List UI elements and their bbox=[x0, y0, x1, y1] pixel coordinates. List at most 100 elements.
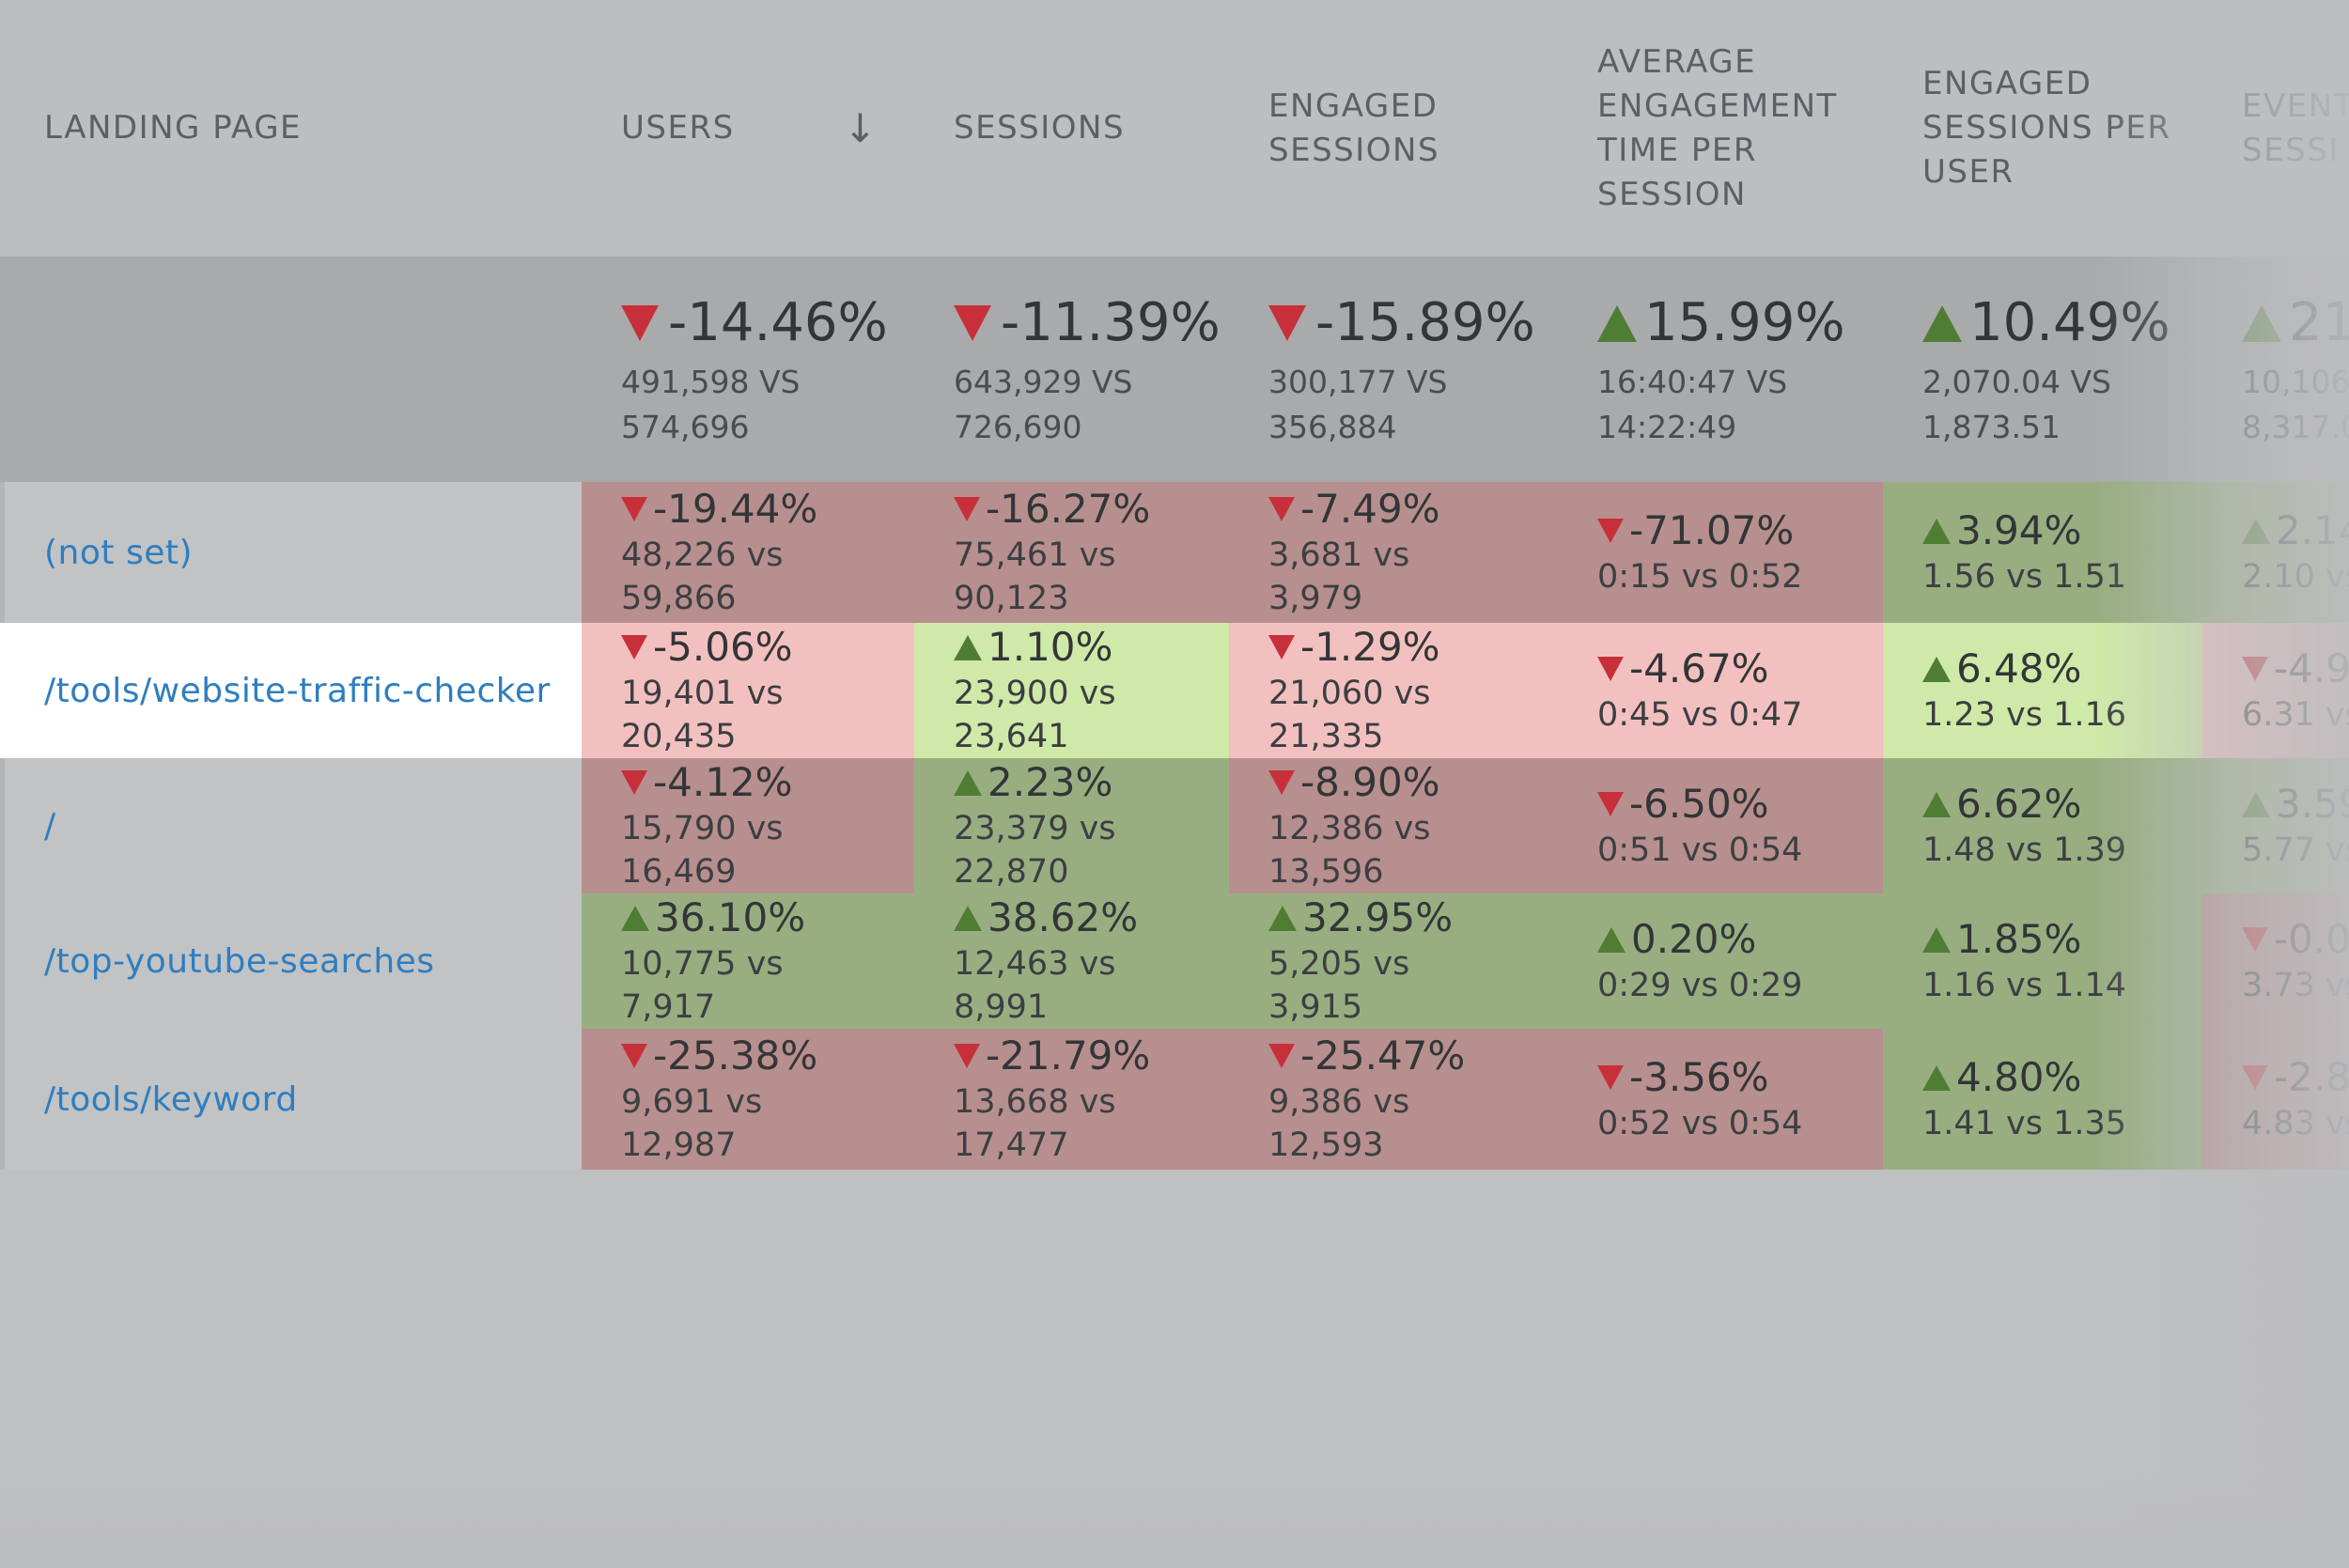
header-sessions[interactable]: SESSIONS bbox=[914, 0, 1229, 256]
summary-previous-value: 726,690 bbox=[954, 409, 1082, 445]
metric-cell-sessions: -21.79% 13,668 vs 17,477 bbox=[914, 1029, 1229, 1170]
metric-change: -71.07% bbox=[1597, 506, 1883, 555]
summary-cell-avg-engagement-time: 15.99% 16:40:47 VS 14:22:49 bbox=[1558, 256, 1883, 482]
summary-cell-engaged-sessions: -15.89% 300,177 VS 356,884 bbox=[1229, 256, 1558, 482]
metric-change: 1.10% bbox=[954, 623, 1229, 672]
table-row[interactable]: /top-youtube-searches 36.10% 10,775 vs 7,9… bbox=[0, 893, 2349, 1029]
triangle-up-icon bbox=[1597, 926, 1626, 953]
triangle-down-icon bbox=[1268, 305, 1306, 341]
table-row[interactable]: (not set) -19.44% 48,226 vs 59,866 -16.27% 7… bbox=[0, 482, 2349, 623]
metric-change: -6.50% bbox=[1597, 780, 1883, 829]
landing-page-link[interactable]: /tools/website-traffic-checker bbox=[44, 671, 551, 710]
triangle-up-icon bbox=[621, 905, 649, 931]
metric-change: -16.27% bbox=[954, 485, 1229, 534]
metric-change-value: -0.0 bbox=[2274, 916, 2349, 962]
metric-change-value: -5.06% bbox=[653, 624, 793, 670]
metric-comparison: 75,461 vs 90,123 bbox=[954, 536, 1116, 617]
metric-comparison: 12,386 vs 13,596 bbox=[1268, 810, 1431, 891]
metric-cell-engaged-sessions-per-user: 6.62% 1.48 vs 1.39 bbox=[1883, 758, 2202, 893]
summary-current-value: 2,070.04 VS bbox=[1922, 364, 2111, 400]
table-row[interactable]: /tools/keyword -25.38% 9,691 vs 12,987 -21.… bbox=[0, 1029, 2349, 1170]
metric-change-value: -71.07% bbox=[1629, 507, 1795, 553]
landing-page-cell: /tools/keyword bbox=[5, 1029, 582, 1170]
metric-cell-sessions: 1.10% 23,900 vs 23,641 bbox=[914, 623, 1229, 758]
header-average-engagement-time[interactable]: AVERAGE ENGAGEMENT TIME PER SESSION bbox=[1558, 0, 1883, 256]
metric-change: 36.10% bbox=[621, 893, 914, 942]
triangle-down-icon bbox=[621, 497, 647, 521]
metric-change: 3.94% bbox=[1922, 506, 2202, 555]
table-row[interactable]: /tools/website-traffic-checker -5.06% 19,4… bbox=[0, 623, 2349, 758]
metric-comparison: 2.10 vs bbox=[2242, 558, 2349, 596]
table-row[interactable]: / -4.12% 15,790 vs 16,469 2.23% 23,379 vs 22… bbox=[0, 758, 2349, 893]
metric-change-value: -7.49% bbox=[1300, 486, 1440, 532]
triangle-up-icon bbox=[2242, 518, 2270, 544]
triangle-down-icon bbox=[954, 305, 991, 341]
landing-page-link[interactable]: /top-youtube-searches bbox=[44, 941, 435, 981]
landing-page-cell: / bbox=[5, 758, 582, 893]
metric-comparison: 1.48 vs 1.39 bbox=[1922, 831, 2127, 869]
metric-change: -19.44% bbox=[621, 485, 914, 534]
summary-change: -11.39% bbox=[954, 290, 1229, 356]
summary-cell-engaged-sessions-per-user: 10.49% 2,070.04 VS 1,873.51 bbox=[1883, 256, 2202, 482]
column-label: ENGAGED SESSIONS bbox=[1268, 86, 1440, 169]
landing-page-link[interactable]: (not set) bbox=[44, 533, 194, 572]
header-event-sessions[interactable]: EVENT SESSI bbox=[2202, 0, 2349, 256]
landing-page-cell: (not set) bbox=[5, 482, 582, 623]
header-engaged-sessions-per-user[interactable]: ENGAGED SESSIONS PER USER bbox=[1883, 0, 2202, 256]
summary-current-value: 16:40:47 VS bbox=[1597, 364, 1788, 400]
metric-change: -4.12% bbox=[621, 758, 914, 807]
metric-change-value: -16.27% bbox=[986, 486, 1151, 532]
metric-cell-users: 36.10% 10,775 vs 7,917 bbox=[582, 893, 914, 1029]
metric-comparison: 10,775 vs 7,917 bbox=[621, 945, 784, 1026]
metric-change: -7.49% bbox=[1268, 485, 1558, 534]
sort-down-arrow-icon[interactable]: ↓ bbox=[843, 105, 877, 151]
summary-change-value: -15.89% bbox=[1315, 292, 1535, 353]
header-engaged-sessions[interactable]: ENGAGED SESSIONS bbox=[1229, 0, 1558, 256]
metric-change-value: 2.23% bbox=[988, 759, 1113, 805]
metric-change-value: -1.29% bbox=[1300, 624, 1440, 670]
metric-change-value: 3.59 bbox=[2276, 781, 2349, 827]
landing-page-link[interactable]: / bbox=[44, 806, 56, 846]
metric-cell-event-sessions: 2.14 2.10 vs bbox=[2202, 482, 2349, 623]
metric-change: -25.47% bbox=[1268, 1032, 1558, 1080]
metric-change: 38.62% bbox=[954, 893, 1229, 942]
triangle-up-icon bbox=[1268, 905, 1297, 931]
metric-comparison: 48,226 vs 59,866 bbox=[621, 536, 784, 617]
metric-cell-engaged-sessions: -25.47% 9,386 vs 12,593 bbox=[1229, 1029, 1558, 1170]
landing-page-link[interactable]: /tools/keyword bbox=[44, 1079, 298, 1119]
metric-cell-users: -4.12% 15,790 vs 16,469 bbox=[582, 758, 914, 893]
metric-comparison: 9,386 vs 12,593 bbox=[1268, 1083, 1410, 1164]
triangle-up-icon bbox=[1922, 1064, 1951, 1091]
metric-cell-engaged-sessions: -1.29% 21,060 vs 21,335 bbox=[1229, 623, 1558, 758]
metric-change: -0.0 bbox=[2242, 915, 2349, 964]
metric-comparison: 3.73 vs bbox=[2242, 967, 2349, 1004]
column-label: AVERAGE ENGAGEMENT TIME PER SESSION bbox=[1597, 42, 1838, 213]
triangle-down-icon bbox=[1268, 497, 1295, 521]
metric-change-value: -4.12% bbox=[653, 759, 793, 805]
metric-cell-engaged-sessions-per-user: 4.80% 1.41 vs 1.35 bbox=[1883, 1029, 2202, 1170]
triangle-up-icon bbox=[1922, 656, 1951, 682]
metric-comparison: 5,205 vs 3,915 bbox=[1268, 945, 1410, 1026]
metric-comparison: 9,691 vs 12,987 bbox=[621, 1083, 763, 1164]
triangle-up-icon bbox=[954, 905, 982, 931]
triangle-up-icon bbox=[1922, 926, 1951, 953]
metric-change: -5.06% bbox=[621, 623, 914, 672]
header-users[interactable]: USERS ↓ bbox=[582, 0, 914, 256]
triangle-down-icon bbox=[2242, 1065, 2268, 1090]
summary-previous-value: 356,884 bbox=[1268, 409, 1397, 445]
metric-change-value: -6.50% bbox=[1629, 781, 1769, 827]
metric-change-value: 1.10% bbox=[988, 624, 1113, 670]
metric-cell-event-sessions: -4.9 6.31 vs bbox=[2202, 623, 2349, 758]
metric-comparison: 0:52 vs 0:54 bbox=[1597, 1105, 1803, 1142]
triangle-down-icon bbox=[1268, 1044, 1295, 1068]
metric-change: -25.38% bbox=[621, 1032, 914, 1080]
summary-change: -14.46% bbox=[621, 290, 914, 356]
metric-comparison: 23,379 vs 22,870 bbox=[954, 810, 1116, 891]
metric-change: -8.90% bbox=[1268, 758, 1558, 807]
metric-change-value: 3.94% bbox=[1956, 507, 2082, 553]
header-landing-page[interactable]: LANDING PAGE bbox=[5, 0, 582, 256]
summary-previous-value: 8,317.0 bbox=[2242, 409, 2349, 445]
triangle-up-icon bbox=[1922, 304, 1962, 342]
metric-comparison: 0:45 vs 0:47 bbox=[1597, 696, 1803, 734]
